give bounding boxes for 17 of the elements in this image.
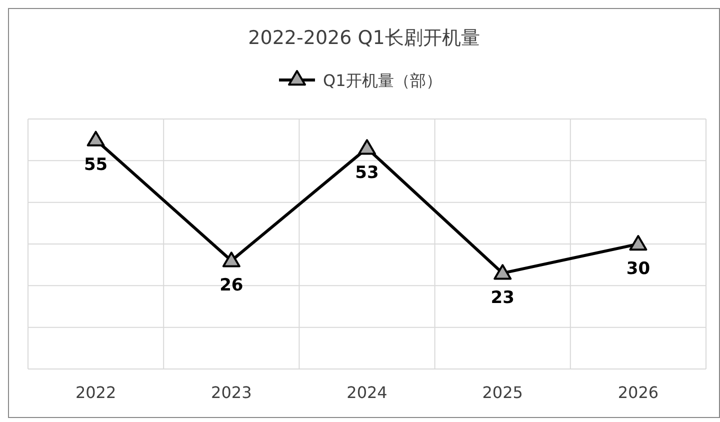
- data-label: 53: [355, 163, 379, 184]
- data-label: 30: [626, 259, 650, 279]
- chart-title: 2022-2026 Q1长剧开机量: [248, 27, 480, 49]
- x-tick-label: 2025: [482, 383, 523, 402]
- point: [222, 252, 240, 268]
- x-tick-label: 2022: [75, 383, 116, 402]
- x-tick-label: 2026: [618, 383, 659, 402]
- point: [629, 235, 648, 251]
- data-label: 55: [84, 154, 108, 175]
- data-label: 23: [490, 288, 514, 308]
- x-tick-label: 2024: [346, 383, 388, 402]
- legend-label: Q1开机量（部）: [323, 71, 442, 90]
- x-tick-label: 2023: [211, 383, 252, 402]
- point: [494, 264, 512, 280]
- point: [358, 139, 376, 155]
- point: [86, 130, 105, 146]
- data-label: 26: [220, 276, 244, 296]
